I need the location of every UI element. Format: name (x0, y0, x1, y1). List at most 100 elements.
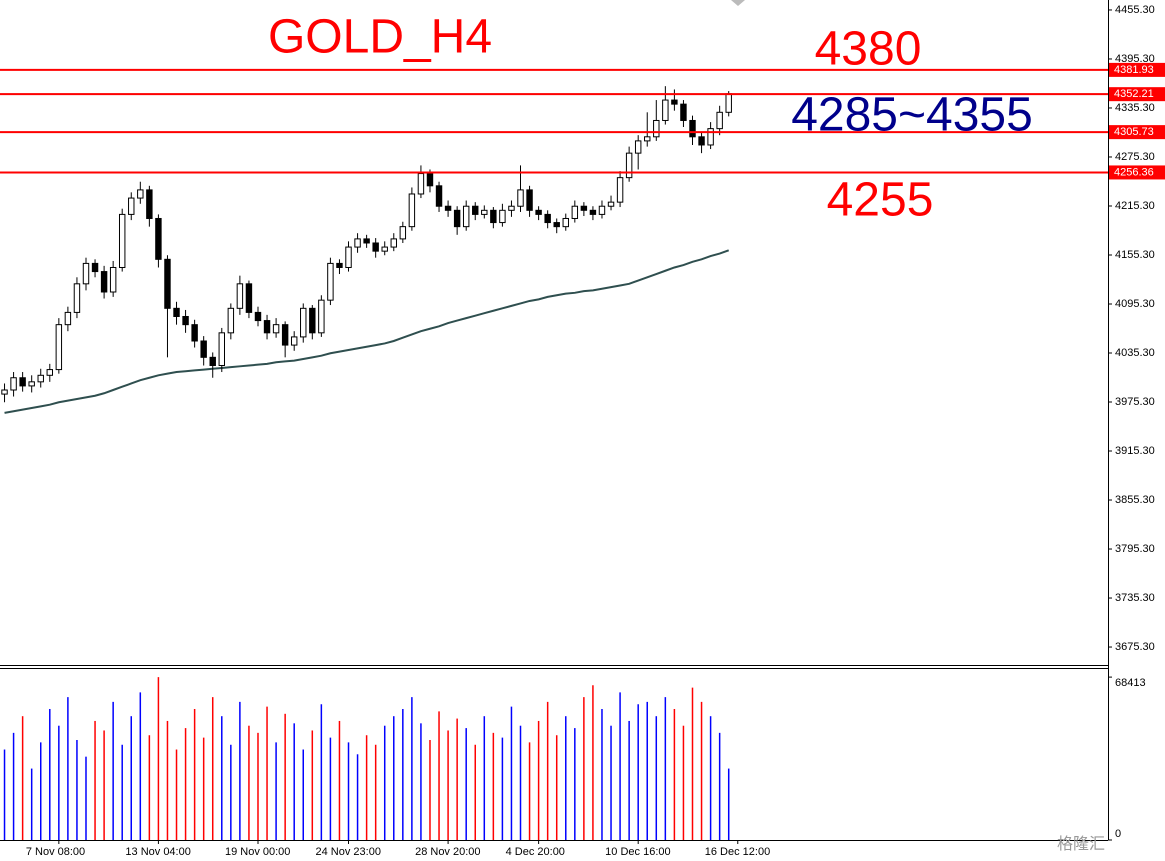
y-tick-label: 4275.30 (1115, 151, 1155, 163)
y-tick-label: 4155.30 (1115, 249, 1155, 261)
candle-body (254, 311, 262, 322)
candle-body (354, 238, 361, 248)
y-tick-label: 4035.30 (1115, 347, 1155, 359)
candle-body (64, 311, 72, 326)
candle-body (716, 111, 723, 130)
candle-body (417, 173, 425, 195)
moving-average (4, 249, 730, 414)
candle-body (580, 205, 588, 211)
candle-body (300, 307, 307, 338)
candle-body (535, 209, 542, 215)
candle-body (73, 283, 81, 313)
candle-body (399, 226, 407, 240)
candle-body (155, 217, 162, 260)
level-label: 4352.21 (1114, 88, 1154, 100)
volume-tick-label: 0 (1115, 828, 1121, 840)
x-tick-label: 28 Nov 20:00 (415, 846, 480, 858)
x-tick-label: 13 Nov 04:00 (125, 846, 190, 858)
candle-body (182, 315, 189, 326)
candle-body (146, 189, 153, 219)
candle-body (662, 99, 669, 121)
candle-body (281, 324, 289, 346)
candle-body (363, 238, 370, 244)
candle-body (698, 136, 705, 146)
candle-body (327, 262, 334, 301)
candle-body (634, 140, 642, 154)
candle-body (345, 246, 352, 268)
y-tick-label: 3795.30 (1115, 543, 1155, 555)
candle-body (426, 173, 434, 187)
candle-body (526, 189, 533, 211)
candle-body (598, 205, 606, 215)
candle-body (589, 209, 597, 215)
candle-body (309, 307, 316, 334)
candle-body (381, 246, 388, 252)
y-tick-label: 4095.30 (1115, 298, 1155, 310)
level-box (1109, 165, 1165, 180)
watermark: 格隆汇 (1057, 835, 1105, 853)
candle-body (82, 262, 90, 285)
candle-body (625, 152, 633, 179)
candle-body (444, 205, 452, 211)
candle-body (227, 307, 235, 334)
level-label: 4381.93 (1114, 64, 1154, 76)
candle-body (137, 189, 144, 199)
candle-body (318, 299, 325, 334)
candle-body (472, 205, 479, 215)
candle-body (499, 209, 506, 224)
y-tick-label: 3675.30 (1115, 641, 1155, 653)
level-box (1109, 62, 1165, 77)
candle-body (680, 103, 687, 121)
candle-body (19, 377, 26, 387)
x-tick-label: 10 Dec 16:00 (605, 846, 670, 858)
candle-body (435, 185, 443, 207)
candle-body (272, 324, 280, 334)
candle-body (263, 320, 271, 334)
x-tick-label: 24 Nov 23:00 (316, 846, 381, 858)
x-tick-label: 4 Dec 20:00 (506, 846, 565, 858)
annotation: 4285~4355 (791, 89, 1033, 142)
candle-body (245, 283, 253, 313)
candle-body (37, 374, 44, 383)
y-tick-label: 4395.30 (1115, 53, 1155, 65)
candle-body (109, 266, 117, 293)
candle-body (200, 340, 207, 358)
level-box (1109, 125, 1165, 140)
x-tick-label: 7 Nov 08:00 (26, 846, 85, 858)
candle-body (671, 99, 678, 105)
annotation: 4255 (827, 174, 934, 227)
y-tick-label: 3975.30 (1115, 396, 1155, 408)
x-tick-label: 19 Nov 00:00 (225, 846, 290, 858)
candle-body (616, 177, 624, 203)
candle-body (290, 336, 298, 346)
candle-body (508, 205, 515, 211)
candle-body (372, 242, 379, 252)
candle-body (128, 197, 135, 215)
candle-body (481, 209, 488, 215)
candle-body (725, 93, 732, 113)
candle-body (517, 189, 524, 207)
level-label: 4305.73 (1114, 126, 1154, 138)
candle-body (336, 262, 343, 268)
candle-body (644, 136, 651, 142)
candle-body (173, 307, 180, 317)
y-tick-label: 4215.30 (1115, 200, 1155, 212)
candle-body (55, 324, 63, 371)
candle-body (91, 262, 99, 273)
y-tick-label: 3855.30 (1115, 494, 1155, 506)
y-tick-label: 4455.30 (1115, 4, 1155, 16)
candle-body (191, 324, 198, 342)
candle-body (653, 119, 660, 138)
candle-body (607, 201, 615, 207)
candle-body (553, 222, 560, 228)
candle-body (408, 193, 416, 228)
candle-body (46, 369, 54, 376)
chart-title: GOLD_H4 (268, 11, 492, 64)
y-tick-label: 4335.30 (1115, 102, 1155, 114)
candle-body (571, 205, 579, 219)
candle-body (118, 213, 126, 268)
candle-body (164, 258, 171, 309)
candle-body (462, 205, 470, 228)
candle-body (544, 213, 551, 224)
